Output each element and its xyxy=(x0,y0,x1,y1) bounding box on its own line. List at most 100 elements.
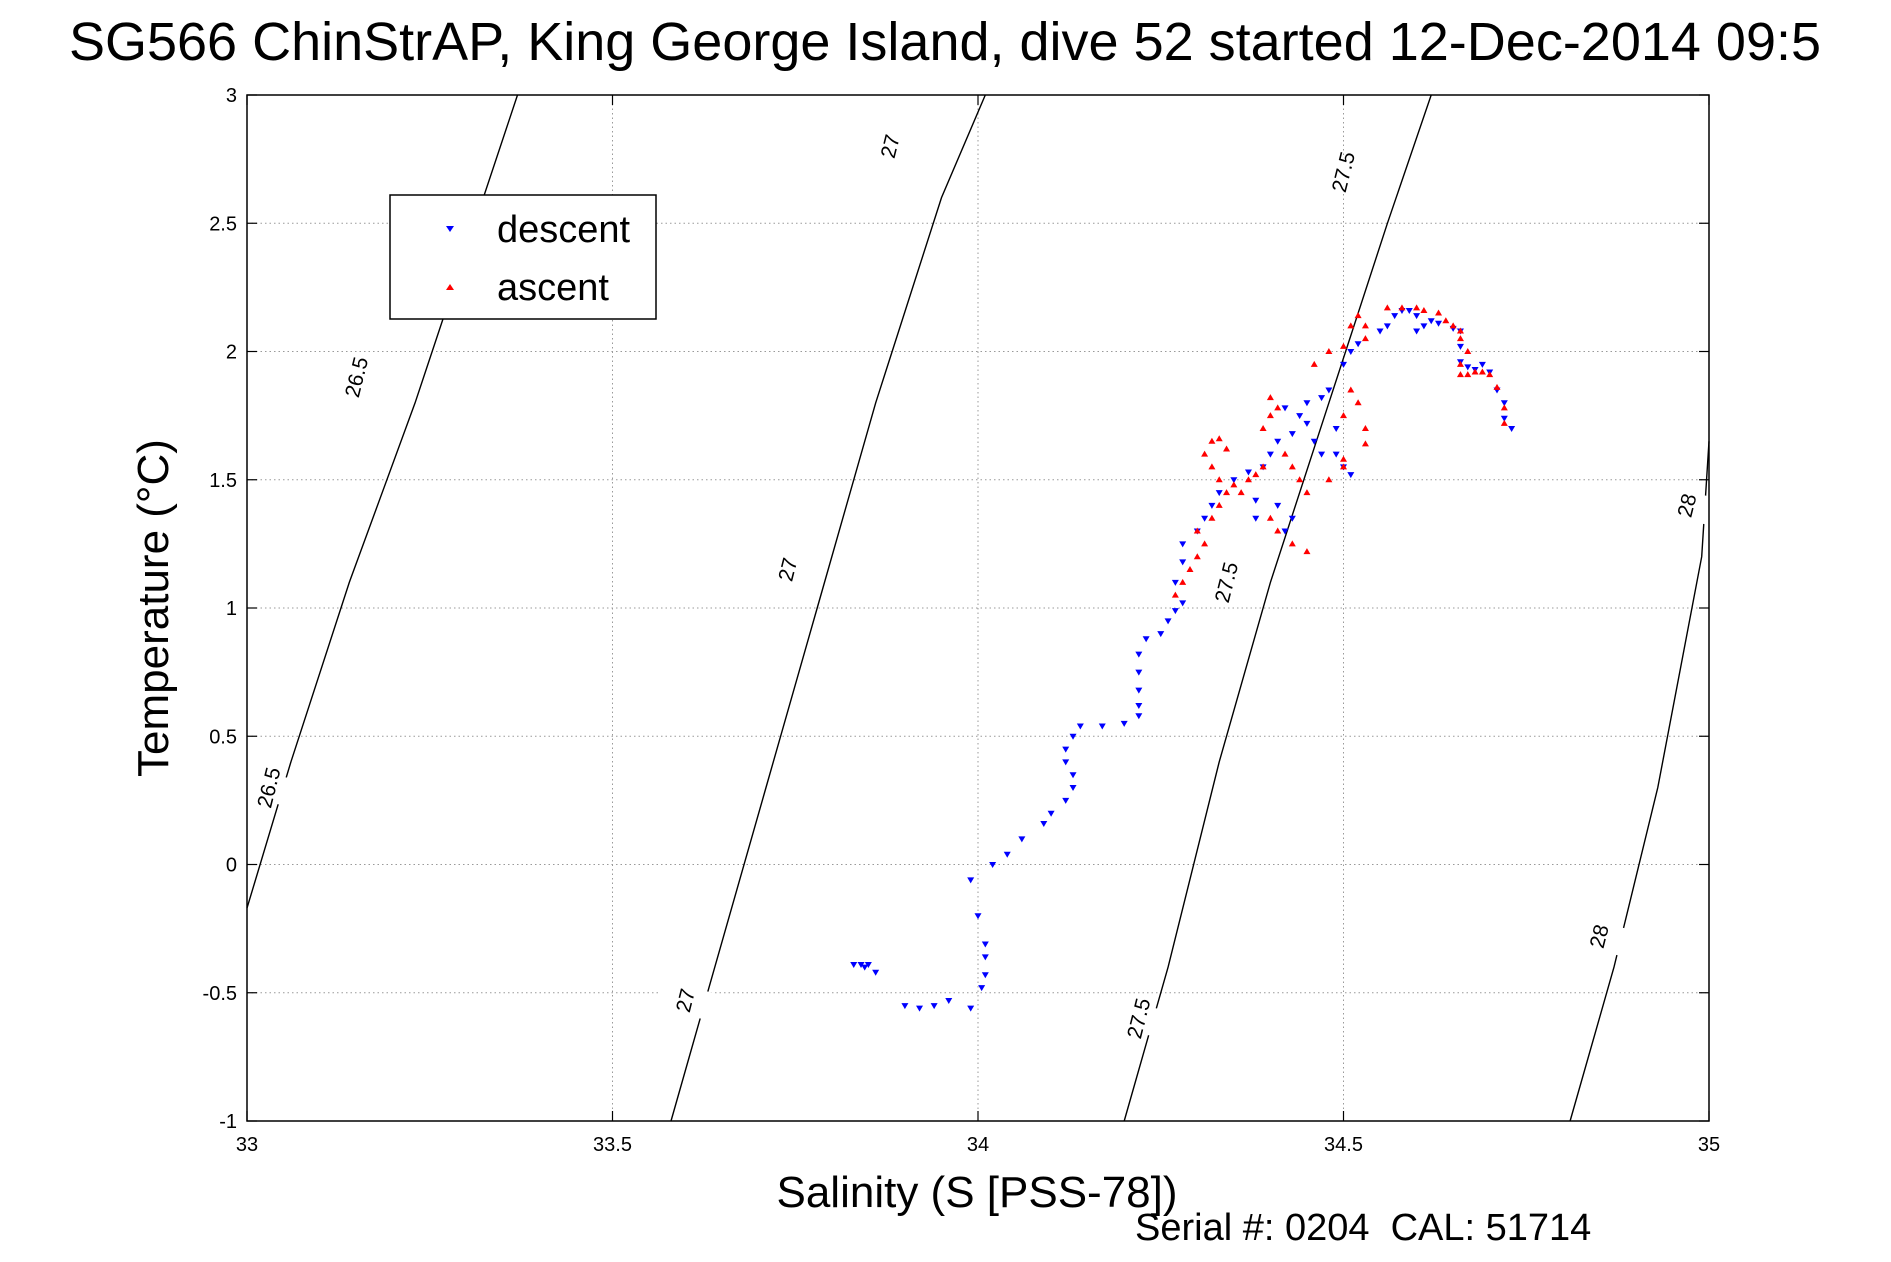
descent-point xyxy=(1171,579,1179,586)
descent-point xyxy=(1244,469,1252,476)
descent-point xyxy=(1179,600,1187,607)
chart-title: SG566 ChinStrAP, King George Island, div… xyxy=(69,12,1821,72)
descent-point xyxy=(1135,713,1143,720)
descent-point xyxy=(1318,451,1326,458)
ascent-point xyxy=(1500,419,1508,426)
contour-label-bg xyxy=(655,980,717,1021)
ascent-point xyxy=(1288,540,1296,547)
descent-point xyxy=(1230,477,1238,484)
ascent-point xyxy=(1223,489,1231,496)
ascent-point xyxy=(1340,412,1347,419)
descent-point xyxy=(1413,313,1421,320)
ascent-point xyxy=(1361,322,1369,329)
ascent-point xyxy=(1486,371,1494,378)
ascent-point xyxy=(1274,527,1282,534)
descent-point xyxy=(945,997,953,1004)
descent-point xyxy=(1120,720,1128,727)
ascent-point xyxy=(1413,304,1421,311)
ascent-point xyxy=(1361,440,1369,447)
contour-label-bg xyxy=(859,125,921,167)
ascent-point xyxy=(1244,476,1252,483)
ascent-point xyxy=(1201,540,1209,547)
descent-point xyxy=(1420,323,1428,330)
ascent-point xyxy=(1464,371,1472,378)
ascent-point xyxy=(1303,489,1311,496)
y-tick-label: -1 xyxy=(219,1111,237,1133)
contour-label-bg xyxy=(326,356,388,398)
ascent-point xyxy=(1456,335,1464,342)
descent-point xyxy=(1098,723,1106,730)
descent-point xyxy=(1274,438,1282,445)
ascent-point xyxy=(1456,327,1464,334)
descent-point xyxy=(1464,364,1472,371)
contour-label-bg xyxy=(1568,915,1630,957)
descent-series xyxy=(850,307,1516,1012)
ascent-point xyxy=(1340,463,1347,470)
ascent-point xyxy=(1215,476,1223,483)
descent-point xyxy=(1164,618,1172,625)
x-tick-label: 34.5 xyxy=(1324,1134,1363,1156)
contour-label-bg xyxy=(238,767,300,808)
legend-label-descent: descent xyxy=(497,209,631,251)
descent-point xyxy=(1171,608,1179,615)
ascent-point xyxy=(1449,322,1457,329)
descent-point xyxy=(1062,759,1070,766)
descent-point xyxy=(1179,559,1187,566)
contour-label-bg xyxy=(1656,485,1718,526)
descent-point xyxy=(1347,472,1355,479)
descent-point xyxy=(1413,328,1421,335)
ascent-point xyxy=(1456,360,1464,367)
y-tick-label: -0.5 xyxy=(203,983,237,1005)
ascent-point xyxy=(1193,553,1201,560)
ascent-point xyxy=(1186,566,1194,573)
descent-point xyxy=(916,1005,924,1012)
descent-point xyxy=(1040,820,1048,827)
descent-point xyxy=(1354,341,1362,348)
y-axis-ticks: -1 -0.5 0 0.5 1 1.5 2 2.5 3 xyxy=(203,85,1709,1133)
ascent-point xyxy=(1325,348,1333,354)
legend-marker-ascent xyxy=(446,284,454,290)
descent-point xyxy=(974,913,982,920)
ascent-point xyxy=(1288,463,1296,470)
descent-point xyxy=(901,1003,909,1010)
ascent-point xyxy=(1347,386,1355,393)
isopycnal-27-5 xyxy=(1123,94,1432,1122)
ascent-point xyxy=(1266,394,1274,401)
descent-point xyxy=(1508,425,1516,432)
descent-point xyxy=(930,1003,938,1010)
y-tick-label: 2 xyxy=(226,342,237,364)
ascent-point xyxy=(1464,348,1472,354)
ascent-point xyxy=(1179,578,1187,585)
ascent-point xyxy=(1303,548,1311,555)
descent-point xyxy=(1405,307,1413,314)
descent-point xyxy=(981,972,989,979)
isopycnal-27 xyxy=(670,94,986,1122)
descent-point xyxy=(857,962,865,969)
ascent-point xyxy=(1354,399,1362,406)
descent-point xyxy=(1135,669,1143,676)
ascent-point xyxy=(1215,435,1223,442)
descent-point xyxy=(1135,651,1143,658)
ascent-point xyxy=(1456,371,1464,378)
contour-label-bg xyxy=(757,549,819,590)
ascent-point xyxy=(1223,445,1231,452)
descent-point xyxy=(1500,400,1508,407)
ascent-point xyxy=(1325,476,1333,483)
descent-point xyxy=(1427,318,1435,325)
descent-point xyxy=(1062,797,1070,804)
legend: descent ascent xyxy=(389,194,657,320)
ascent-point xyxy=(1310,360,1318,367)
descent-point xyxy=(1215,490,1223,497)
ascent-point xyxy=(1383,304,1391,311)
contour-label: 27 xyxy=(877,132,905,160)
ascent-point xyxy=(1215,501,1223,508)
legend-label-ascent: ascent xyxy=(497,267,609,309)
ascent-point xyxy=(1208,437,1216,444)
legend-marker-descent xyxy=(446,226,454,232)
descent-point xyxy=(1142,636,1150,643)
ascent-point xyxy=(1361,424,1369,431)
descent-point xyxy=(1069,772,1077,779)
ascent-point xyxy=(1478,368,1486,375)
descent-point xyxy=(1340,361,1347,368)
